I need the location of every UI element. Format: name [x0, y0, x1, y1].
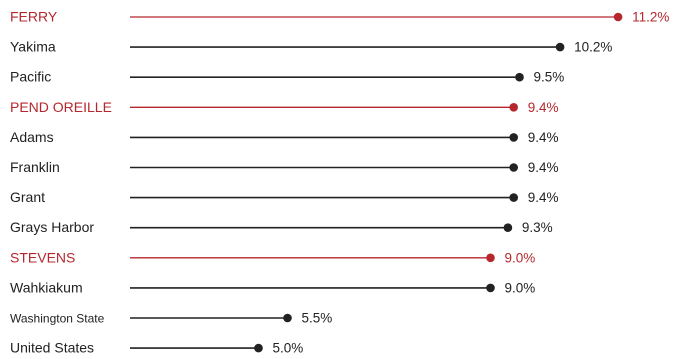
row-franklin: Franklin 9.4% — [10, 159, 558, 175]
row-united-states: United States 5.0% — [10, 340, 303, 356]
lollipop-dot — [283, 313, 292, 323]
category-label: Adams — [10, 129, 54, 145]
value-label: 5.0% — [273, 341, 304, 356]
value-label: 9.4% — [528, 160, 559, 175]
category-label: United States — [10, 340, 94, 356]
lollipop-dot — [509, 133, 518, 142]
lollipop-dot — [509, 193, 518, 202]
value-label: 9.4% — [528, 130, 559, 145]
lollipop-dot — [509, 163, 518, 172]
category-label: Washington State — [10, 312, 105, 326]
row-ferry: FERRY 11.2% — [10, 9, 669, 25]
row-grant: Grant 9.4% — [10, 189, 558, 205]
row-grays-harbor: Grays Harbor 9.3% — [10, 219, 553, 235]
lollipop-dot — [509, 103, 518, 112]
row-yakima: Yakima 10.2% — [10, 39, 612, 55]
value-label: 11.2% — [632, 10, 669, 25]
value-label: 9.5% — [534, 70, 565, 85]
lollipop-dot — [254, 343, 263, 353]
category-label: STEVENS — [10, 249, 75, 265]
row-adams: Adams 9.4% — [10, 129, 558, 145]
lollipop-dot — [515, 72, 524, 82]
row-stevens: STEVENS 9.0% — [10, 249, 535, 265]
value-label: 10.2% — [574, 40, 612, 55]
row-washington-state: Washington State 5.5% — [10, 311, 332, 326]
lollipop-dot — [555, 42, 565, 52]
category-label: Grant — [10, 189, 45, 205]
value-label: 9.3% — [522, 220, 553, 235]
category-label: Wahkiakum — [10, 279, 83, 295]
row-pend-oreille: PEND OREILLE 9.4% — [10, 99, 558, 115]
category-label: Grays Harbor — [10, 219, 94, 235]
value-label: 9.4% — [528, 100, 559, 115]
value-label: 5.5% — [302, 311, 333, 326]
category-label: PEND OREILLE — [10, 99, 112, 115]
category-label: Franklin — [10, 159, 60, 175]
lollipop-dot — [486, 253, 495, 263]
lollipop-dot — [486, 283, 495, 293]
value-label: 9.4% — [528, 190, 559, 205]
lollipop-dot — [613, 12, 623, 22]
row-wahkiakum: Wahkiakum 9.0% — [10, 279, 535, 295]
category-label: FERRY — [10, 9, 58, 25]
value-label: 9.0% — [505, 280, 536, 295]
lollipop-dot — [503, 223, 513, 232]
value-label: 9.0% — [505, 250, 536, 265]
category-label: Pacific — [10, 69, 51, 85]
category-label: Yakima — [10, 39, 56, 55]
row-pacific: Pacific 9.5% — [10, 69, 564, 85]
